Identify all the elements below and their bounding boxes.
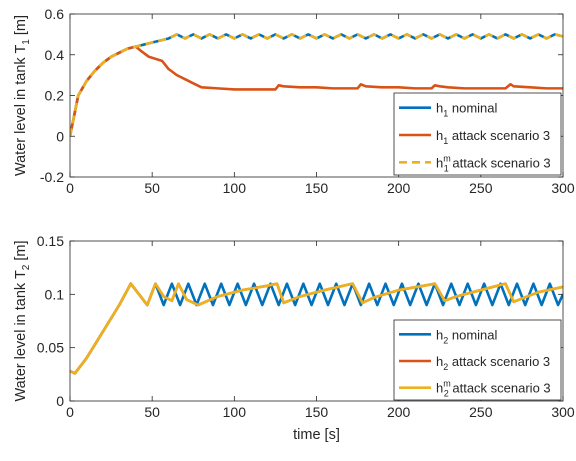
legend-label-base: h	[436, 381, 443, 396]
y-tick-label: 0.1	[45, 286, 65, 302]
x-tick-label: 100	[223, 404, 247, 420]
chart-panel-2: 0 50 100 150 200 250 300 0 0.05 0.1 0.15 Water leve…	[13, 233, 575, 443]
x-tick-label: 50	[144, 404, 160, 420]
legend-label-rest: attack scenario 3	[448, 354, 550, 369]
legend-label-base: h	[436, 101, 443, 116]
legend-label-3: hm 1 attack scenario 3	[436, 153, 551, 173]
x-tick-label: 250	[469, 180, 493, 196]
x-tick-label: 200	[387, 180, 411, 196]
legend-label-rest: attack scenario 3	[448, 128, 550, 143]
y-axis-label: Water level in tank T1 [m]	[13, 15, 32, 176]
x-tick-label: 300	[551, 180, 575, 196]
y-axis-label-text: Water level in tank T	[13, 270, 29, 401]
legend-label-rest: nominal	[448, 101, 497, 116]
legend-label-base: h	[436, 155, 443, 170]
legend-label-rest: attack scenario 3	[449, 381, 551, 396]
y-axis-label-text: Water level in tank T	[13, 45, 29, 176]
y-axis-label-unit: [m]	[13, 240, 29, 264]
x-tick-label: 250	[469, 404, 493, 420]
x-tick-label: 100	[223, 180, 247, 196]
x-tick-label: 0	[66, 404, 74, 420]
y-tick-label: 0	[56, 393, 64, 409]
x-tick-label: 0	[66, 180, 74, 196]
y-tick-label: 0.6	[45, 6, 65, 22]
y-tick-label: 0.05	[37, 340, 64, 356]
y-tick-label: 0.15	[37, 233, 64, 249]
x-tick-label: 200	[387, 404, 411, 420]
y-tick-label: 0	[56, 128, 64, 144]
y-tick-label: -0.2	[40, 169, 64, 185]
legend-label-rest: nominal	[448, 327, 497, 342]
y-tick-label: 0.2	[45, 88, 65, 104]
legend-label-rest: attack scenario 3	[449, 155, 551, 170]
x-tick-label: 50	[144, 180, 160, 196]
legend-label-base: h	[436, 128, 443, 143]
x-axis-label: time [s]	[293, 427, 340, 443]
y-axis-label-unit: [m]	[13, 15, 29, 39]
legend-label-base: h	[436, 354, 443, 369]
y-axis-label: Water level in tank T2 [m]	[13, 240, 32, 401]
legend-label-base: h	[436, 327, 443, 342]
x-tick-label: 150	[305, 404, 329, 420]
x-tick-label: 300	[551, 404, 575, 420]
y-tick-label: 0.4	[45, 47, 65, 63]
x-tick-label: 150	[305, 180, 329, 196]
legend-label-3: hm 2 attack scenario 3	[436, 379, 551, 399]
